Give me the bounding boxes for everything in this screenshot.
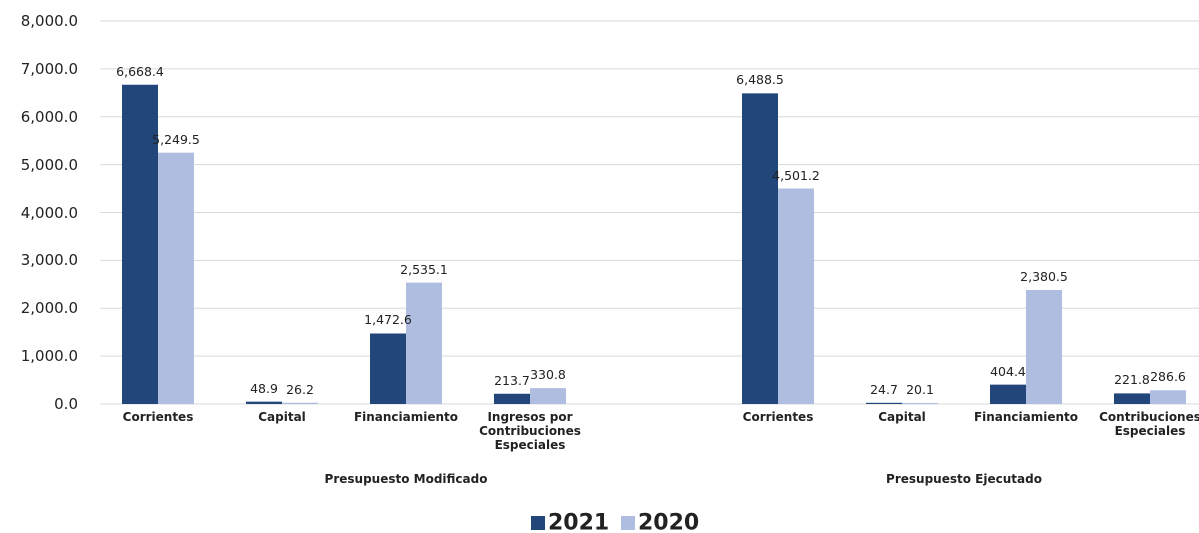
x-tick-label: Capital xyxy=(258,410,306,424)
data-label: 20.1 xyxy=(906,382,934,398)
y-tick-label: 6,000.0 xyxy=(20,107,78,126)
legend-label: 2020 xyxy=(638,510,700,533)
x-tick-label: Contribuciones Especiales xyxy=(1099,410,1199,438)
bar xyxy=(1114,393,1150,404)
data-label: 330.8 xyxy=(530,367,566,383)
bar xyxy=(990,384,1026,404)
bar xyxy=(370,333,406,404)
data-label: 26.2 xyxy=(286,381,314,397)
data-label: 2,380.5 xyxy=(1020,269,1068,285)
bar xyxy=(1026,290,1062,404)
bar xyxy=(742,93,778,404)
x-tick-label: Corrientes xyxy=(742,410,814,424)
bar xyxy=(246,401,282,404)
group-label: Presupuesto Modificado xyxy=(324,472,488,486)
bar xyxy=(866,402,902,404)
x-tick-label: Corrientes xyxy=(122,410,194,424)
bar xyxy=(494,393,530,404)
y-tick-label: 2,000.0 xyxy=(20,299,78,318)
bar xyxy=(282,402,318,404)
data-label: 4,501.2 xyxy=(772,167,820,183)
data-label: 2,535.1 xyxy=(400,261,448,277)
data-label: 6,668.4 xyxy=(116,63,164,79)
data-label: 286.6 xyxy=(1150,369,1186,385)
bar xyxy=(778,188,814,404)
x-tick-label: Capital xyxy=(878,410,926,424)
data-label: 221.8 xyxy=(1114,372,1150,388)
data-label: 24.7 xyxy=(870,381,898,397)
y-tick-label: 8,000.0 xyxy=(20,12,78,30)
x-tick-label: Ingresos por Contribuciones Especiales xyxy=(479,410,581,452)
data-label: 404.4 xyxy=(990,363,1026,379)
bar xyxy=(122,84,158,404)
legend-swatch xyxy=(621,516,635,530)
data-label: 6,488.5 xyxy=(736,72,784,88)
y-tick-label: 7,000.0 xyxy=(20,59,78,78)
bar xyxy=(1150,390,1186,404)
data-label: 48.9 xyxy=(250,380,278,396)
bar xyxy=(902,403,938,404)
bar xyxy=(530,388,566,404)
y-tick-label: 5,000.0 xyxy=(20,155,78,174)
x-tick-label: Financiamiento xyxy=(353,410,459,424)
y-tick-label: 1,000.0 xyxy=(20,347,78,366)
bar xyxy=(158,152,194,404)
y-tick-label: 0.0 xyxy=(54,395,78,413)
data-label: 5,249.5 xyxy=(152,131,200,147)
y-tick-label: 3,000.0 xyxy=(20,251,78,270)
group-label: Presupuesto Ejecutado xyxy=(886,472,1042,486)
y-tick-label: 4,000.0 xyxy=(20,203,78,222)
legend-swatch xyxy=(531,516,545,530)
x-tick-label: Financiamiento xyxy=(973,410,1079,424)
legend-label: 2021 xyxy=(548,510,610,533)
data-label: 213.7 xyxy=(494,372,530,388)
bar xyxy=(406,282,442,404)
data-label: 1,472.6 xyxy=(364,312,412,328)
